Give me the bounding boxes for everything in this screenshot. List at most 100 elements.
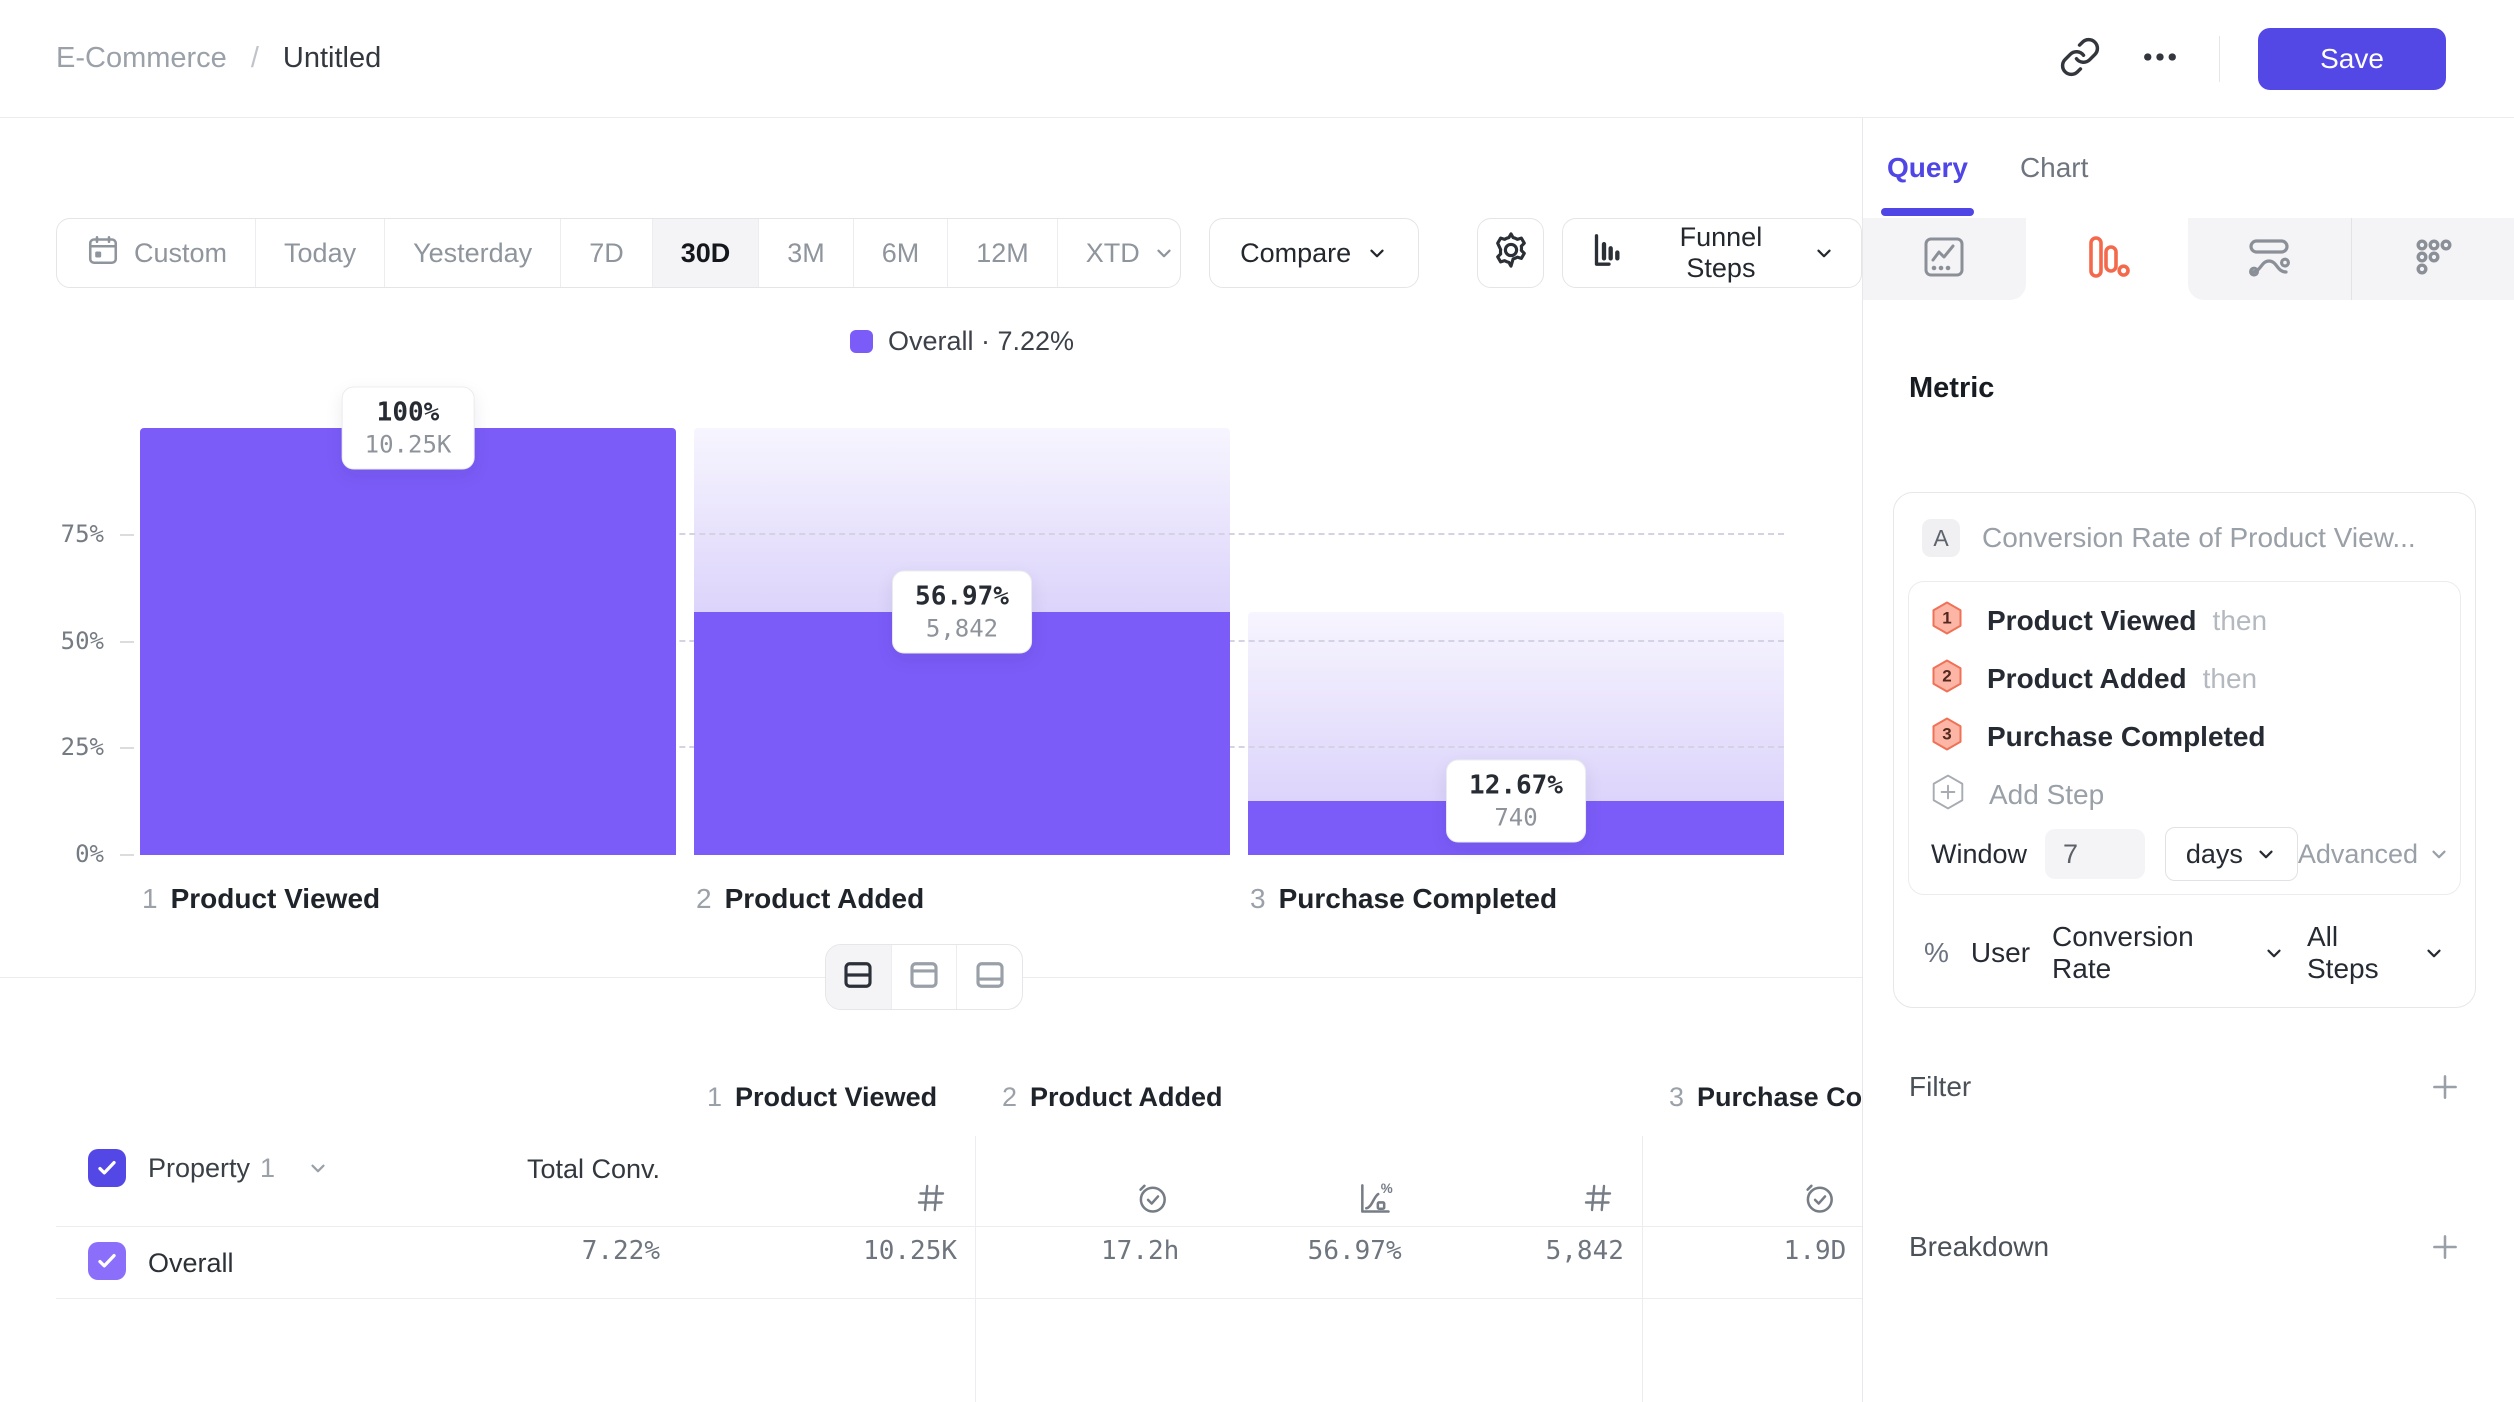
step-label: Purchase Completed <box>1987 721 2266 752</box>
range-30d[interactable]: 30D <box>651 219 759 287</box>
measurement-entity[interactable]: User <box>1970 937 2031 968</box>
save-button[interactable]: Save <box>2258 27 2446 90</box>
chart-settings-button[interactable] <box>1477 218 1544 288</box>
window-unit-select[interactable]: days <box>2164 827 2298 881</box>
conversion-chart-icon: % <box>1197 1174 1393 1222</box>
window-value-input[interactable]: 7 <box>2045 829 2145 879</box>
ellipsis-icon <box>2139 36 2181 81</box>
view-toggle <box>825 944 1023 1010</box>
y-axis-label: 75% <box>60 519 104 548</box>
chart-type-tabs <box>1863 218 2514 300</box>
range-label: 30D <box>680 237 731 268</box>
range-label: Today <box>284 237 357 268</box>
range-xtd[interactable]: XTD <box>1056 219 1180 287</box>
table-row-total: 7.22% <box>581 1236 660 1266</box>
breadcrumb-page-title[interactable]: Untitled <box>282 42 382 74</box>
range-today[interactable]: Today <box>255 219 384 287</box>
funnel-step-column-3[interactable]: 12.67% 740 3 Purchase Completed <box>1248 428 1784 914</box>
range-label: XTD <box>1085 237 1140 268</box>
tab-chart[interactable]: Chart <box>2019 152 2089 183</box>
table-row-divider <box>56 1298 1862 1299</box>
breadcrumb-section[interactable]: E-Commerce <box>56 42 227 74</box>
funnel-step-row-2[interactable]: 2 Product Added then <box>1909 650 2460 708</box>
bar-value-tooltip: 56.97% 5,842 <box>892 570 1032 654</box>
share-link-button[interactable] <box>2059 36 2101 81</box>
filter-section: Filter <box>1893 1070 2476 1104</box>
chevron-down-icon <box>2263 942 2285 964</box>
panel-content: Metric A Conversion Rate of Product View… <box>1863 372 2514 1264</box>
tab-query[interactable]: Query <box>1881 118 1974 218</box>
view-toggle-split-view[interactable] <box>826 945 891 1009</box>
step-suffix: then <box>2212 605 2268 636</box>
table-cell-value: 5,842 <box>1545 1236 1624 1266</box>
property-header-label[interactable]: Property 1 <box>148 1152 276 1183</box>
chart-legend[interactable]: Overall · 7.22% <box>140 323 1784 359</box>
compare-button[interactable]: Compare <box>1209 218 1420 288</box>
hash-icon <box>680 1174 949 1222</box>
topbar-divider <box>2219 35 2220 82</box>
table-group-header-1: 1 Product Viewed <box>707 1081 938 1112</box>
chart-type-button[interactable]: Funnel Steps <box>1561 218 1862 288</box>
add-breakdown-button[interactable] <box>2428 1230 2462 1264</box>
calendar-icon <box>85 232 121 275</box>
breakdown-label: Breakdown <box>1909 1231 2050 1262</box>
range-6m[interactable]: 6M <box>852 219 948 287</box>
filter-label: Filter <box>1909 1071 1972 1102</box>
split-bottom-icon <box>972 957 1008 998</box>
time-check-icon <box>1642 1174 1838 1222</box>
x-axis-step-label: 2 Product Added <box>696 883 925 914</box>
measurement-metric-select[interactable]: Conversion Rate <box>2052 921 2285 985</box>
steps-list: 1 Product Viewed then 2 Product Added then 3 Pu… <box>1909 592 2460 766</box>
add-step-label: Add Step <box>1989 779 2105 810</box>
add-step-button[interactable]: Add Step <box>1909 766 2460 824</box>
advanced-toggle[interactable]: Advanced <box>2298 839 2450 870</box>
view-toggle-bottom-panel-view[interactable] <box>956 945 1022 1009</box>
svg-text:%: % <box>1380 1181 1392 1196</box>
range-3m[interactable]: 3M <box>758 219 853 287</box>
view-toggle-top-panel-view[interactable] <box>890 945 957 1009</box>
breakdown-section: Breakdown <box>1893 1230 2476 1264</box>
chevron-down-icon[interactable] <box>307 1157 329 1179</box>
chart-type-tab-line-chart-icon[interactable] <box>1863 218 2026 300</box>
funnel-step-row-3[interactable]: 3 Purchase Completed <box>1909 708 2460 766</box>
date-range-control: Custom Today Yesterday 7D 30D 3M 6M 12M XTD <box>56 218 1182 288</box>
y-axis-tick <box>120 640 134 643</box>
row-checkbox[interactable] <box>88 1242 126 1280</box>
funnel-step-column-1[interactable]: 100% 10.25K 1 Product Viewed <box>140 386 676 914</box>
range-label: Custom <box>134 237 228 268</box>
add-filter-button[interactable] <box>2428 1070 2462 1104</box>
bar-value-tooltip: 100% 10.25K <box>341 386 475 470</box>
measurement-scope-select[interactable]: All Steps <box>2307 921 2445 985</box>
funnel-step-row-1[interactable]: 1 Product Viewed then <box>1909 592 2460 650</box>
x-axis-step-label: 1 Product Viewed <box>142 883 381 914</box>
compare-label: Compare <box>1240 237 1352 268</box>
range-yesterday[interactable]: Yesterday <box>384 219 560 287</box>
svg-text:2: 2 <box>1942 666 1951 685</box>
metric-title: Conversion Rate of Product View... <box>1982 522 2416 553</box>
chart-type-tab-retention-grid-icon[interactable] <box>2350 218 2514 300</box>
tooltip-percentage: 12.67% <box>1469 770 1563 801</box>
funnel-step-column-2[interactable]: 56.97% 5,842 2 Product Added <box>694 428 1230 914</box>
range-7d[interactable]: 7D <box>560 219 652 287</box>
chevron-down-icon <box>2255 843 2277 865</box>
gear-icon <box>1490 229 1532 278</box>
step-number-badge: 3 <box>1931 717 1963 758</box>
chart-type-tab-funnel-bars-icon[interactable] <box>2025 218 2188 300</box>
select-all-checkbox[interactable] <box>88 1149 126 1187</box>
range-label: 6M <box>881 237 920 268</box>
range-label: 3M <box>787 237 825 268</box>
chart-type-tab-user-flow-icon[interactable] <box>2188 218 2351 300</box>
window-unit-label: days <box>2185 838 2243 869</box>
metric-card-header[interactable]: A Conversion Rate of Product View... <box>1908 507 2461 581</box>
range-12m[interactable]: 12M <box>947 219 1057 287</box>
query-panel: Query Chart Metric A Conversion Rate of … <box>1862 118 2514 1402</box>
total-conversion-header: Total Conv. <box>526 1154 660 1184</box>
tooltip-count: 740 <box>1494 803 1538 832</box>
svg-text:1: 1 <box>1942 608 1951 627</box>
more-options-button[interactable] <box>2139 36 2181 81</box>
retention-grid-icon <box>2409 233 2457 286</box>
range-custom[interactable]: Custom <box>57 219 255 287</box>
tooltip-percentage: 56.97% <box>915 581 1009 612</box>
